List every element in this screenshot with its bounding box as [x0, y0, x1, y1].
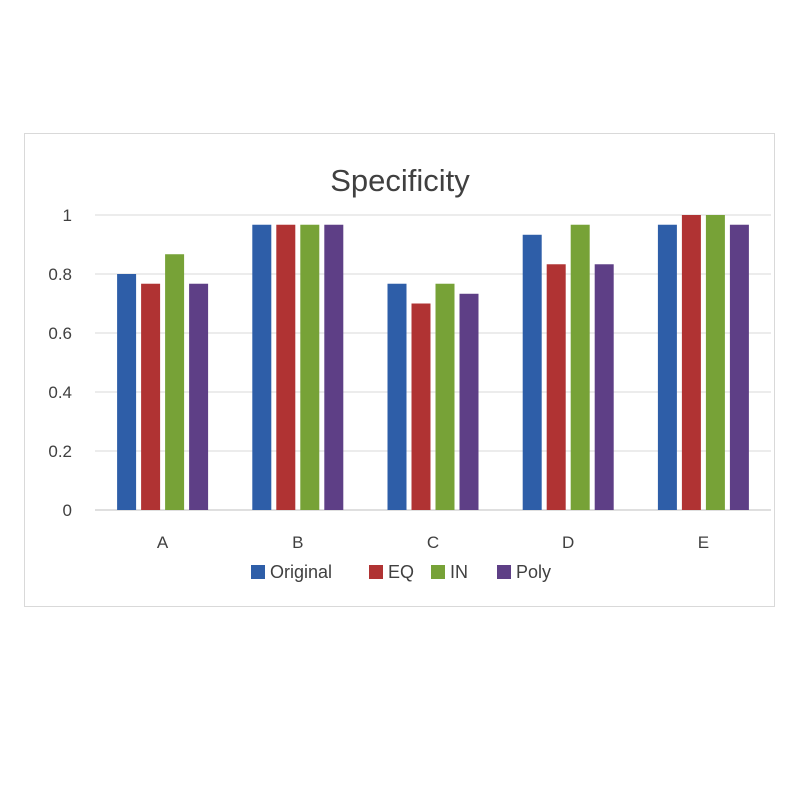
chart-title: Specificity — [330, 163, 470, 198]
bar-eq-d — [546, 264, 566, 510]
y-tick-label: 0 — [63, 501, 72, 520]
x-category-label: C — [427, 533, 439, 552]
bar-in-c — [435, 283, 455, 510]
bar-poly-e — [729, 224, 749, 511]
legend-swatch-poly — [497, 565, 511, 579]
y-tick-label: 0.6 — [48, 324, 72, 343]
legend-label-eq: EQ — [388, 562, 414, 582]
bar-poly-d — [594, 264, 614, 510]
bar-poly-a — [189, 283, 209, 510]
y-tick-label: 0.8 — [48, 265, 72, 284]
y-tick-label: 1 — [63, 206, 72, 225]
bar-original-e — [657, 224, 677, 511]
legend-swatch-in — [431, 565, 445, 579]
bar-poly-b — [324, 224, 344, 511]
legend-label-original: Original — [270, 562, 332, 582]
bar-poly-c — [459, 293, 479, 510]
bar-in-d — [570, 224, 590, 511]
bar-original-d — [522, 234, 542, 510]
specificity-chart: Specificity 0 0.2 0.4 0.6 0.8 1 A B C D E Origina… — [48, 163, 771, 582]
legend-label-poly: Poly — [516, 562, 551, 582]
bars — [117, 215, 749, 511]
bar-original-a — [117, 274, 137, 510]
legend: Original EQ IN Poly — [251, 562, 551, 582]
bar-eq-e — [681, 215, 701, 510]
chart-frame: Specificity 0 0.2 0.4 0.6 0.8 1 A B C D E Origina… — [24, 133, 775, 607]
bar-original-c — [387, 283, 407, 510]
x-axis-categories: A B C D E — [157, 533, 709, 552]
y-tick-label: 0.4 — [48, 383, 72, 402]
bar-in-e — [705, 215, 725, 510]
x-category-label: A — [157, 533, 169, 552]
bar-eq-c — [411, 303, 431, 510]
bar-eq-a — [141, 283, 161, 510]
legend-swatch-original — [251, 565, 265, 579]
x-category-label: E — [698, 533, 709, 552]
bar-in-b — [300, 224, 320, 511]
y-axis-ticks: 0 0.2 0.4 0.6 0.8 1 — [48, 206, 72, 520]
x-category-label: B — [292, 533, 303, 552]
legend-label-in: IN — [450, 562, 468, 582]
bar-original-b — [252, 224, 272, 511]
y-tick-label: 0.2 — [48, 442, 72, 461]
bar-eq-b — [276, 224, 296, 511]
x-category-label: D — [562, 533, 574, 552]
bar-in-a — [165, 254, 185, 510]
legend-swatch-eq — [369, 565, 383, 579]
